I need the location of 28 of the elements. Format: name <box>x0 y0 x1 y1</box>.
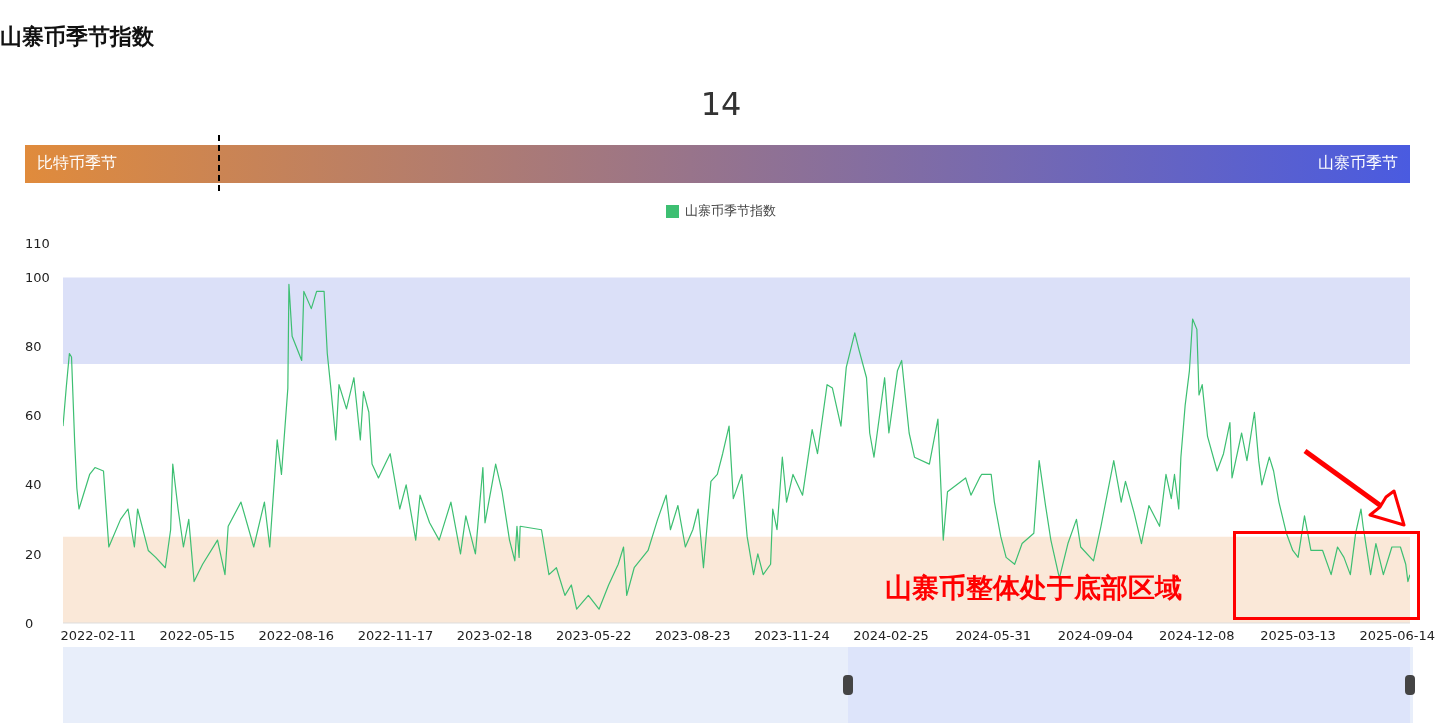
x-tick-label: 2022-02-11 <box>60 628 136 644</box>
y-tick-label: 100 <box>25 270 50 286</box>
text: 山寨币季节指数 <box>0 23 154 51</box>
y-tick-label: 40 <box>25 477 42 493</box>
y-tick-label: 110 <box>25 235 50 251</box>
x-tick-label: 2025-06-14 <box>1359 628 1435 644</box>
x-tick-label: 2025-03-13 <box>1260 628 1336 644</box>
x-tick-label: 2023-08-23 <box>655 628 731 644</box>
x-tick-label: 2023-11-24 <box>754 628 830 644</box>
x-tick-label: 2023-05-22 <box>555 628 632 644</box>
y-tick-label: 80 <box>25 339 42 355</box>
data-label: 14 <box>699 85 743 123</box>
x-tick-label: 2024-05-31 <box>955 628 1032 644</box>
x-tick-label: 2022-08-16 <box>258 628 335 644</box>
x-tick-label: 2022-05-15 <box>159 628 236 644</box>
line-series <box>63 283 1410 610</box>
y-tick-label: 0 <box>25 615 34 631</box>
x-tick-label: 2023-02-18 <box>456 628 533 644</box>
x-tick-label: 2024-02-25 <box>853 628 929 644</box>
text: 比特币季节 <box>37 153 117 174</box>
y-tick-label: 20 <box>25 546 42 562</box>
legend-label: 山寨币季节指数 <box>684 202 776 220</box>
text: 山寨币季节 <box>1318 153 1398 174</box>
x-tick-label: 2022-11-17 <box>357 628 434 644</box>
x-tick-label: 2024-09-04 <box>1057 628 1134 644</box>
x-tick-label: 2024-12-08 <box>1159 628 1235 644</box>
y-tick-label: 60 <box>25 408 42 424</box>
annotation: 山寨币整体处于底部区域 <box>885 571 1182 605</box>
